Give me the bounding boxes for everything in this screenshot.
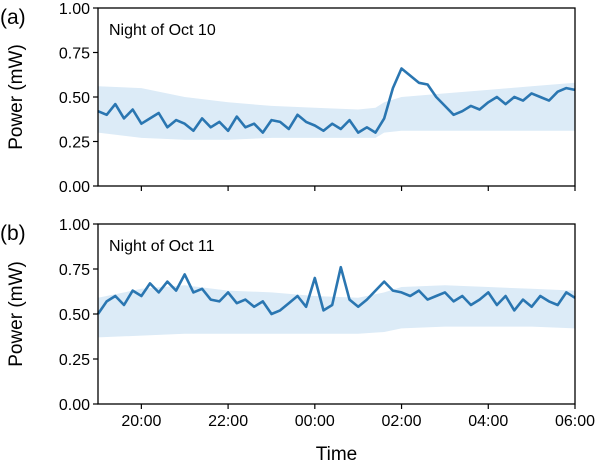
panel-b: 0.00 0.25 0.50 0.75 1.00 20:00 22:00 00:00 02:00… [0, 217, 595, 465]
y-tick-label: 1.00 [59, 217, 90, 234]
x-tick-label: 20:00 [121, 413, 161, 430]
y-tick-label: 0.50 [59, 90, 90, 107]
x-tick-label: 00:00 [295, 413, 335, 430]
panel-annotation: Night of Oct 11 [109, 238, 215, 255]
y-tick-label: 0.75 [59, 262, 90, 279]
y-tick-label: 1.00 [59, 1, 90, 18]
y-tick-label: 0.25 [59, 352, 90, 369]
x-tick-label: 22:00 [208, 413, 248, 430]
y-tick-label: 0.75 [59, 46, 90, 63]
panel-label: (b) [0, 222, 26, 245]
panel-label: (a) [0, 6, 26, 29]
y-tick-label: 0.50 [59, 307, 90, 324]
y-tick-label: 0.00 [59, 397, 90, 414]
y-tick-label: 0.25 [59, 135, 90, 152]
x-axis-label: Time [316, 444, 358, 465]
panel-annotation: Night of Oct 10 [109, 22, 216, 39]
band-area [98, 285, 575, 338]
y-tick-label: 0.00 [59, 179, 90, 196]
panel-a: 0.00 0.25 0.50 0.75 1.00 Power (mW) (a) Night o… [0, 1, 576, 196]
x-tick-label: 02:00 [382, 413, 422, 430]
x-tick-label: 04:00 [468, 413, 508, 430]
power-line [97, 67, 576, 134]
y-axis-label: Power (mW) [6, 261, 27, 367]
y-axis-label: Power (mW) [6, 44, 27, 150]
x-tick-label: 06:00 [555, 413, 595, 430]
power-line [96, 265, 576, 316]
band-area [98, 82, 575, 140]
